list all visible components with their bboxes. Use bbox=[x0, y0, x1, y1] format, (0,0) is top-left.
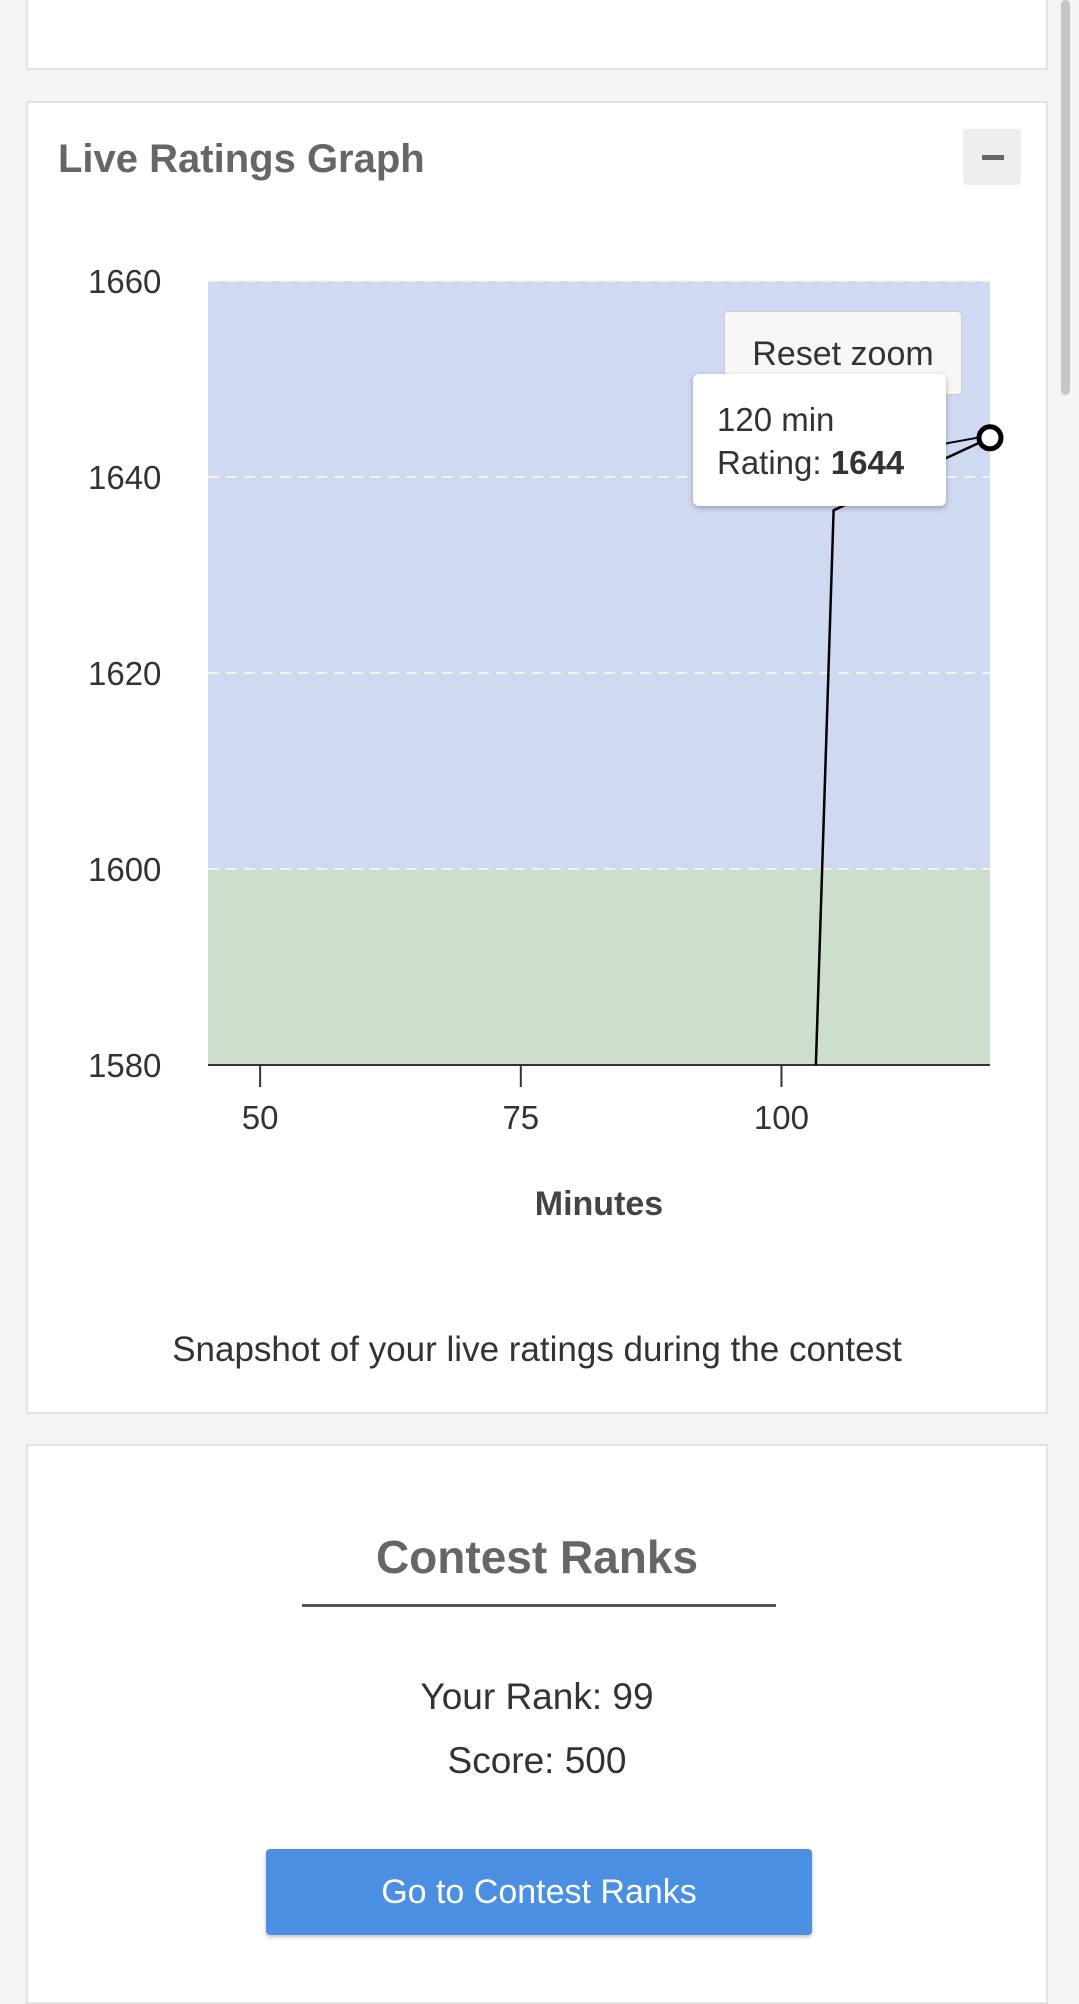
x-tick-label: 50 bbox=[242, 1099, 279, 1136]
minus-icon bbox=[982, 155, 1004, 160]
score: Score: 500 bbox=[447, 1740, 627, 1781]
x-tick-label: 100 bbox=[754, 1099, 809, 1136]
y-tick-label: 1640 bbox=[88, 459, 161, 496]
y-tick-label: 1600 bbox=[88, 851, 161, 888]
go-to-contest-ranks-button[interactable]: Go to Contest Ranks bbox=[266, 1849, 812, 1935]
ratings-chart: 1580 1600 1620 1640 1660 50 75 100 Minutes bbox=[88, 263, 1004, 1223]
x-axis-title: Minutes bbox=[535, 1185, 663, 1223]
ranks-title: Contest Ranks bbox=[375, 1531, 699, 1583]
panel-title: Live Ratings Graph bbox=[58, 137, 425, 181]
y-tick-label: 1580 bbox=[88, 1047, 161, 1084]
title-divider bbox=[302, 1604, 776, 1607]
scrollbar-thumb[interactable] bbox=[1061, 0, 1070, 395]
highlight-point bbox=[976, 424, 1004, 452]
y-tick-label: 1660 bbox=[88, 263, 161, 300]
plot-band-0 bbox=[208, 869, 990, 1065]
tooltip-rating-label: Rating: bbox=[717, 444, 831, 481]
previous-panel bbox=[26, 0, 1048, 70]
your-rank: Your Rank: 99 bbox=[420, 1676, 654, 1717]
collapse-button[interactable] bbox=[963, 129, 1021, 185]
chart-tooltip: 120 min Rating: 1644 bbox=[693, 374, 946, 506]
chart-caption: Snapshot of your live ratings during the… bbox=[172, 1330, 902, 1369]
tooltip-x-value: 120 min bbox=[717, 401, 835, 438]
tooltip-rating-value: 1644 bbox=[830, 444, 905, 481]
tooltip-rating: Rating: 1644 bbox=[717, 441, 946, 484]
live-ratings-panel: Live Ratings Graph 1580 1600 1620 1640 1660 5… bbox=[26, 101, 1048, 1414]
tooltip-connector bbox=[943, 436, 978, 445]
x-tick-label: 75 bbox=[502, 1099, 539, 1136]
y-tick-label: 1620 bbox=[88, 655, 161, 692]
contest-ranks-panel: Contest Ranks Your Rank: 99 Score: 500 G… bbox=[26, 1444, 1048, 2004]
